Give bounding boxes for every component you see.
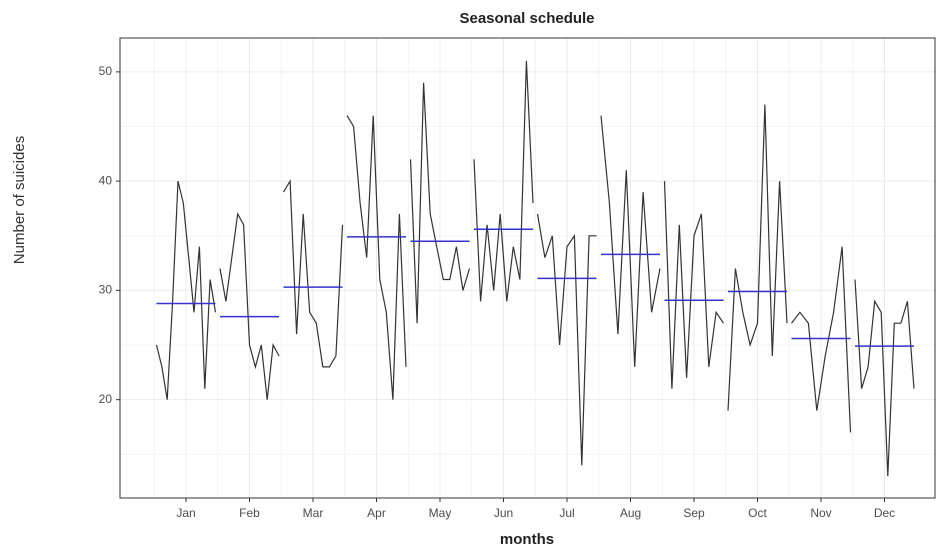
marks [155, 60, 915, 477]
subseries-line [791, 246, 852, 433]
subseries-line [282, 179, 344, 368]
x-tick-label: Jan [176, 506, 195, 520]
x-tick-label: Nov [810, 506, 831, 520]
y-tick-label: 20 [99, 392, 113, 406]
x-tick-label: May [429, 506, 452, 520]
x-tick-label: Dec [874, 506, 895, 520]
x-tick-label: Apr [367, 506, 386, 520]
subseries-line [600, 115, 661, 367]
x-tick-label: Sep [683, 506, 705, 520]
x-tick-label: Oct [748, 506, 767, 520]
subseries-line [155, 180, 217, 400]
grid [116, 38, 935, 498]
y-tick-label: 30 [99, 283, 113, 297]
x-tick-label: Mar [303, 506, 324, 520]
y-axis-title: Number of suicides [11, 136, 28, 264]
subseries-line [473, 60, 534, 302]
subseries-line [663, 181, 724, 389]
x-tick-label: Feb [239, 506, 260, 520]
chart-title: Seasonal schedule [459, 10, 594, 27]
subseries-line [536, 213, 597, 466]
subseries-line [727, 104, 788, 411]
x-tick-label: Jul [559, 506, 574, 520]
subseries-line [409, 82, 471, 324]
subseries-line [854, 279, 915, 477]
subseries-line [346, 115, 407, 400]
x-tick-label: Jun [494, 506, 513, 520]
subseries-line [219, 211, 280, 400]
x-axis-title: months [500, 531, 554, 548]
plot-border [119, 37, 936, 499]
y-tick-label: 50 [99, 64, 113, 78]
y-tick-label: 40 [99, 173, 113, 187]
x-tick-label: Aug [620, 506, 641, 520]
